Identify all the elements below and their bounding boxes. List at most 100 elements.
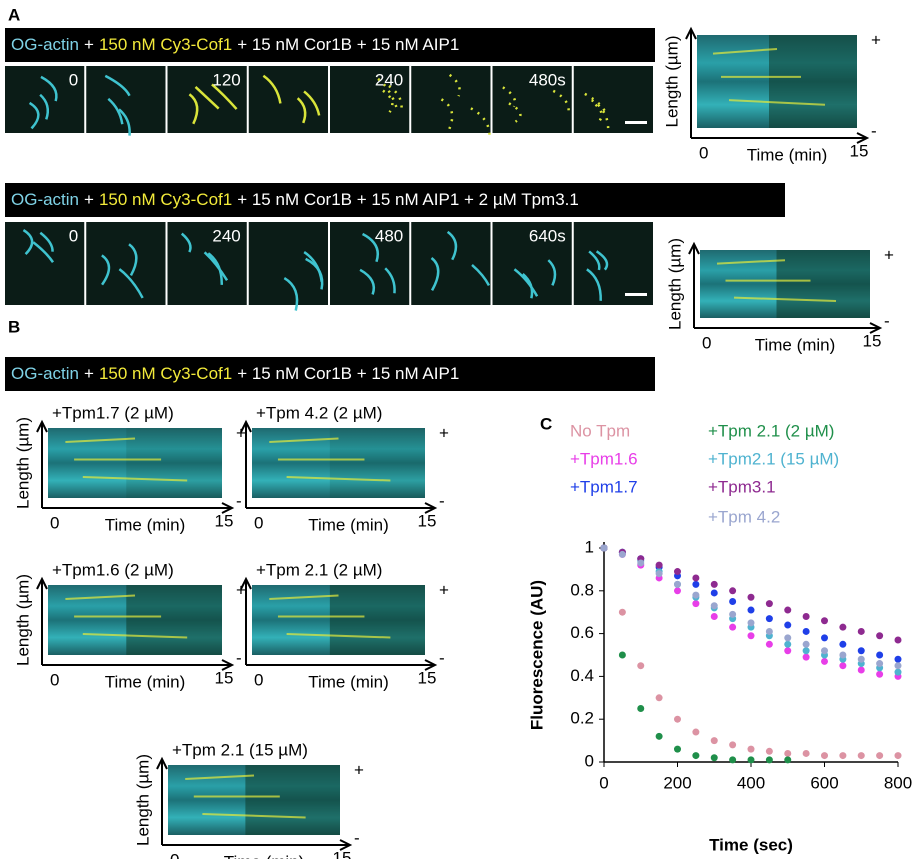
data-point [729,741,737,749]
data-point [765,747,773,755]
data-point [784,756,792,764]
micrograph [167,66,247,133]
axis-tick: 15 [850,141,869,160]
data-point [821,634,828,642]
kymograph-fade [776,250,870,318]
filament [128,243,138,277]
banner-part: + 15 nM Cor1B + 15 nM AIP1 [237,364,459,383]
scale-bar [625,121,647,124]
data-point [876,632,884,640]
data-point [894,655,902,663]
filament [513,268,539,297]
kymograph-title: +Tpm1.6 (2 µM) [52,560,174,579]
kymograph-minus: - [884,311,890,330]
axis-label: Time (min) [224,852,305,859]
axis-label: Length (µm) [13,417,32,509]
legend-entry: +Tpm2.1 (15 µM) [708,449,839,468]
axis-arrow [42,502,235,514]
axis-tick: 0 [702,333,711,352]
kymograph-plus: + [439,423,449,442]
filament [118,268,144,299]
data-point [857,655,865,663]
filament [107,97,124,125]
frame-time: 120 [212,70,240,89]
filament [194,86,220,110]
filament [28,101,40,130]
data-point [710,612,718,620]
data-point [876,670,884,678]
banner-text: OG-actin +150 nM Cy3-Cof1 + 15 nM Cor1B + … [11,35,459,54]
data-point [765,640,773,648]
data-point [618,550,626,558]
micrograph [248,66,328,133]
data-point [710,737,718,745]
cofilin-streak [728,99,826,106]
data-point [857,627,865,635]
data-point [729,756,737,764]
filament [22,228,34,255]
data-point [802,640,810,648]
kymograph-fade [126,428,222,498]
data-point [784,640,792,648]
filament [470,107,491,136]
y-axis-label: Fluorescence (AU) [527,580,546,730]
kymograph-title: +Tpm 4.2 (2 µM) [256,403,382,422]
filament [211,83,238,110]
axis-tick: 0 [50,513,59,532]
cofilin-streak [733,296,837,302]
micrograph [573,222,653,305]
data-point [802,647,810,655]
data-point [729,598,737,605]
cofilin-streak [286,633,391,639]
data-point [894,662,902,670]
cofilin-streak [269,594,339,600]
data-point [747,745,755,753]
axis-tick: 0 [254,513,263,532]
axis-label: Time (min) [755,335,836,354]
axis-tick: 0 [50,670,59,689]
data-point [710,580,718,588]
cofilin-streak [82,476,188,482]
kymograph-fade [329,585,425,655]
data-point [802,653,810,661]
kymograph-minus: - [236,648,242,667]
micrograph [411,66,491,133]
data-point [674,580,681,588]
data-point [894,636,902,644]
axis-arrow [688,241,700,328]
frame-time: 0 [69,70,78,89]
data-point [674,715,681,723]
filament [296,97,307,124]
data-point [710,602,718,610]
kymograph-plus: + [884,245,894,264]
banner-part: + 15 nM Cor1B + 15 nM AIP1 [237,35,459,54]
data-point [618,651,626,659]
filament [584,92,608,115]
kymograph-minus: - [354,828,360,847]
data-point [729,610,737,618]
filament [262,74,282,104]
data-point [655,732,663,740]
y-tick-label: 0.6 [570,623,594,642]
filament [32,241,55,263]
data-point [802,612,810,620]
data-point [857,666,865,674]
data-point [600,544,608,552]
data-point [784,647,792,655]
filament [521,273,534,299]
frame-time: 240 [375,70,403,89]
frame-time: 640s [529,226,566,245]
kymograph [252,428,425,498]
panel-label: B [8,317,20,336]
filament [118,108,131,136]
cofilin-streak [65,437,136,443]
data-point [857,647,865,655]
kymograph-plus: + [236,580,246,599]
scale-bar [625,293,647,296]
filament [588,250,601,271]
data-point [729,623,737,631]
axis-label: Time (min) [308,515,389,534]
filament [591,99,610,132]
axis-arrow [246,502,438,514]
